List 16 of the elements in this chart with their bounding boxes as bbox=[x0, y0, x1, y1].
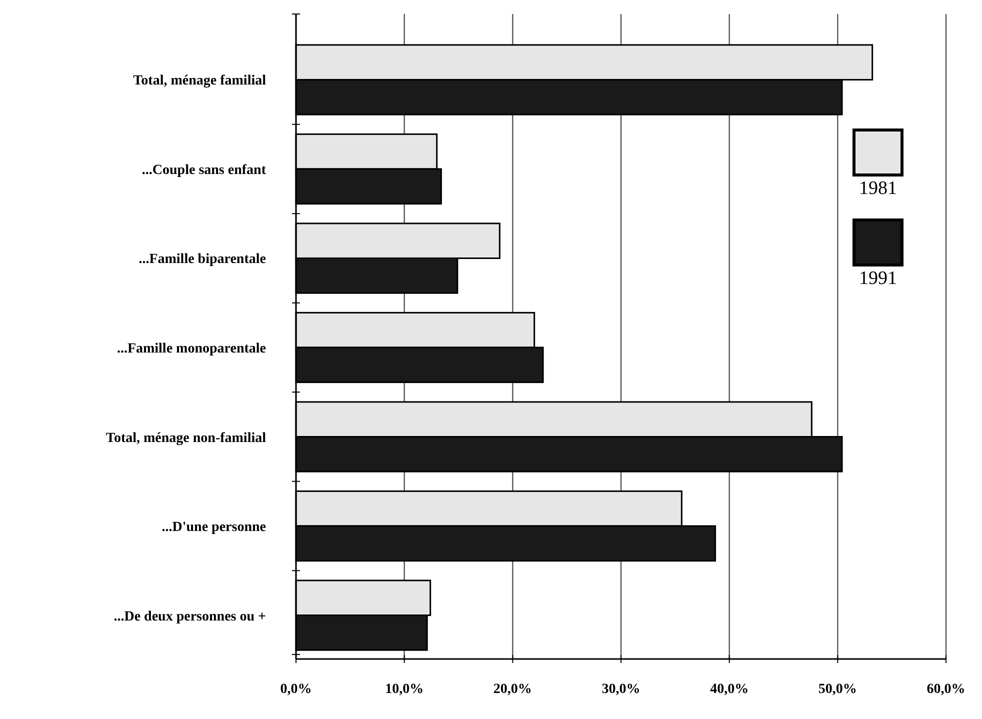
y-tick-label: ...Couple sans enfant bbox=[142, 162, 266, 178]
y-tick-label: ...Famille biparentale bbox=[138, 252, 266, 268]
x-tick-label: 50,0% bbox=[818, 682, 857, 697]
y-tick-label: Total, ménage familial bbox=[133, 74, 266, 89]
x-tick-label: 40,0% bbox=[710, 682, 749, 697]
x-tick-label: 60,0% bbox=[926, 682, 966, 697]
x-tick-label: 10,0% bbox=[385, 682, 424, 697]
legend-label: 1981 bbox=[859, 178, 897, 199]
legend-label: 1991 bbox=[859, 268, 897, 289]
y-tick-label: Total, ménage non-familial bbox=[106, 430, 266, 446]
x-tick-label: 30,0% bbox=[602, 682, 640, 697]
y-tick-label: ...De deux personnes ou + bbox=[114, 609, 266, 624]
y-tick-label: ...Famille monoparentale bbox=[116, 342, 266, 356]
x-tick-label: 20,0% bbox=[493, 682, 532, 697]
x-tick-label: 0,0% bbox=[280, 682, 312, 697]
y-tick-label: ...D'une personne bbox=[162, 520, 266, 536]
